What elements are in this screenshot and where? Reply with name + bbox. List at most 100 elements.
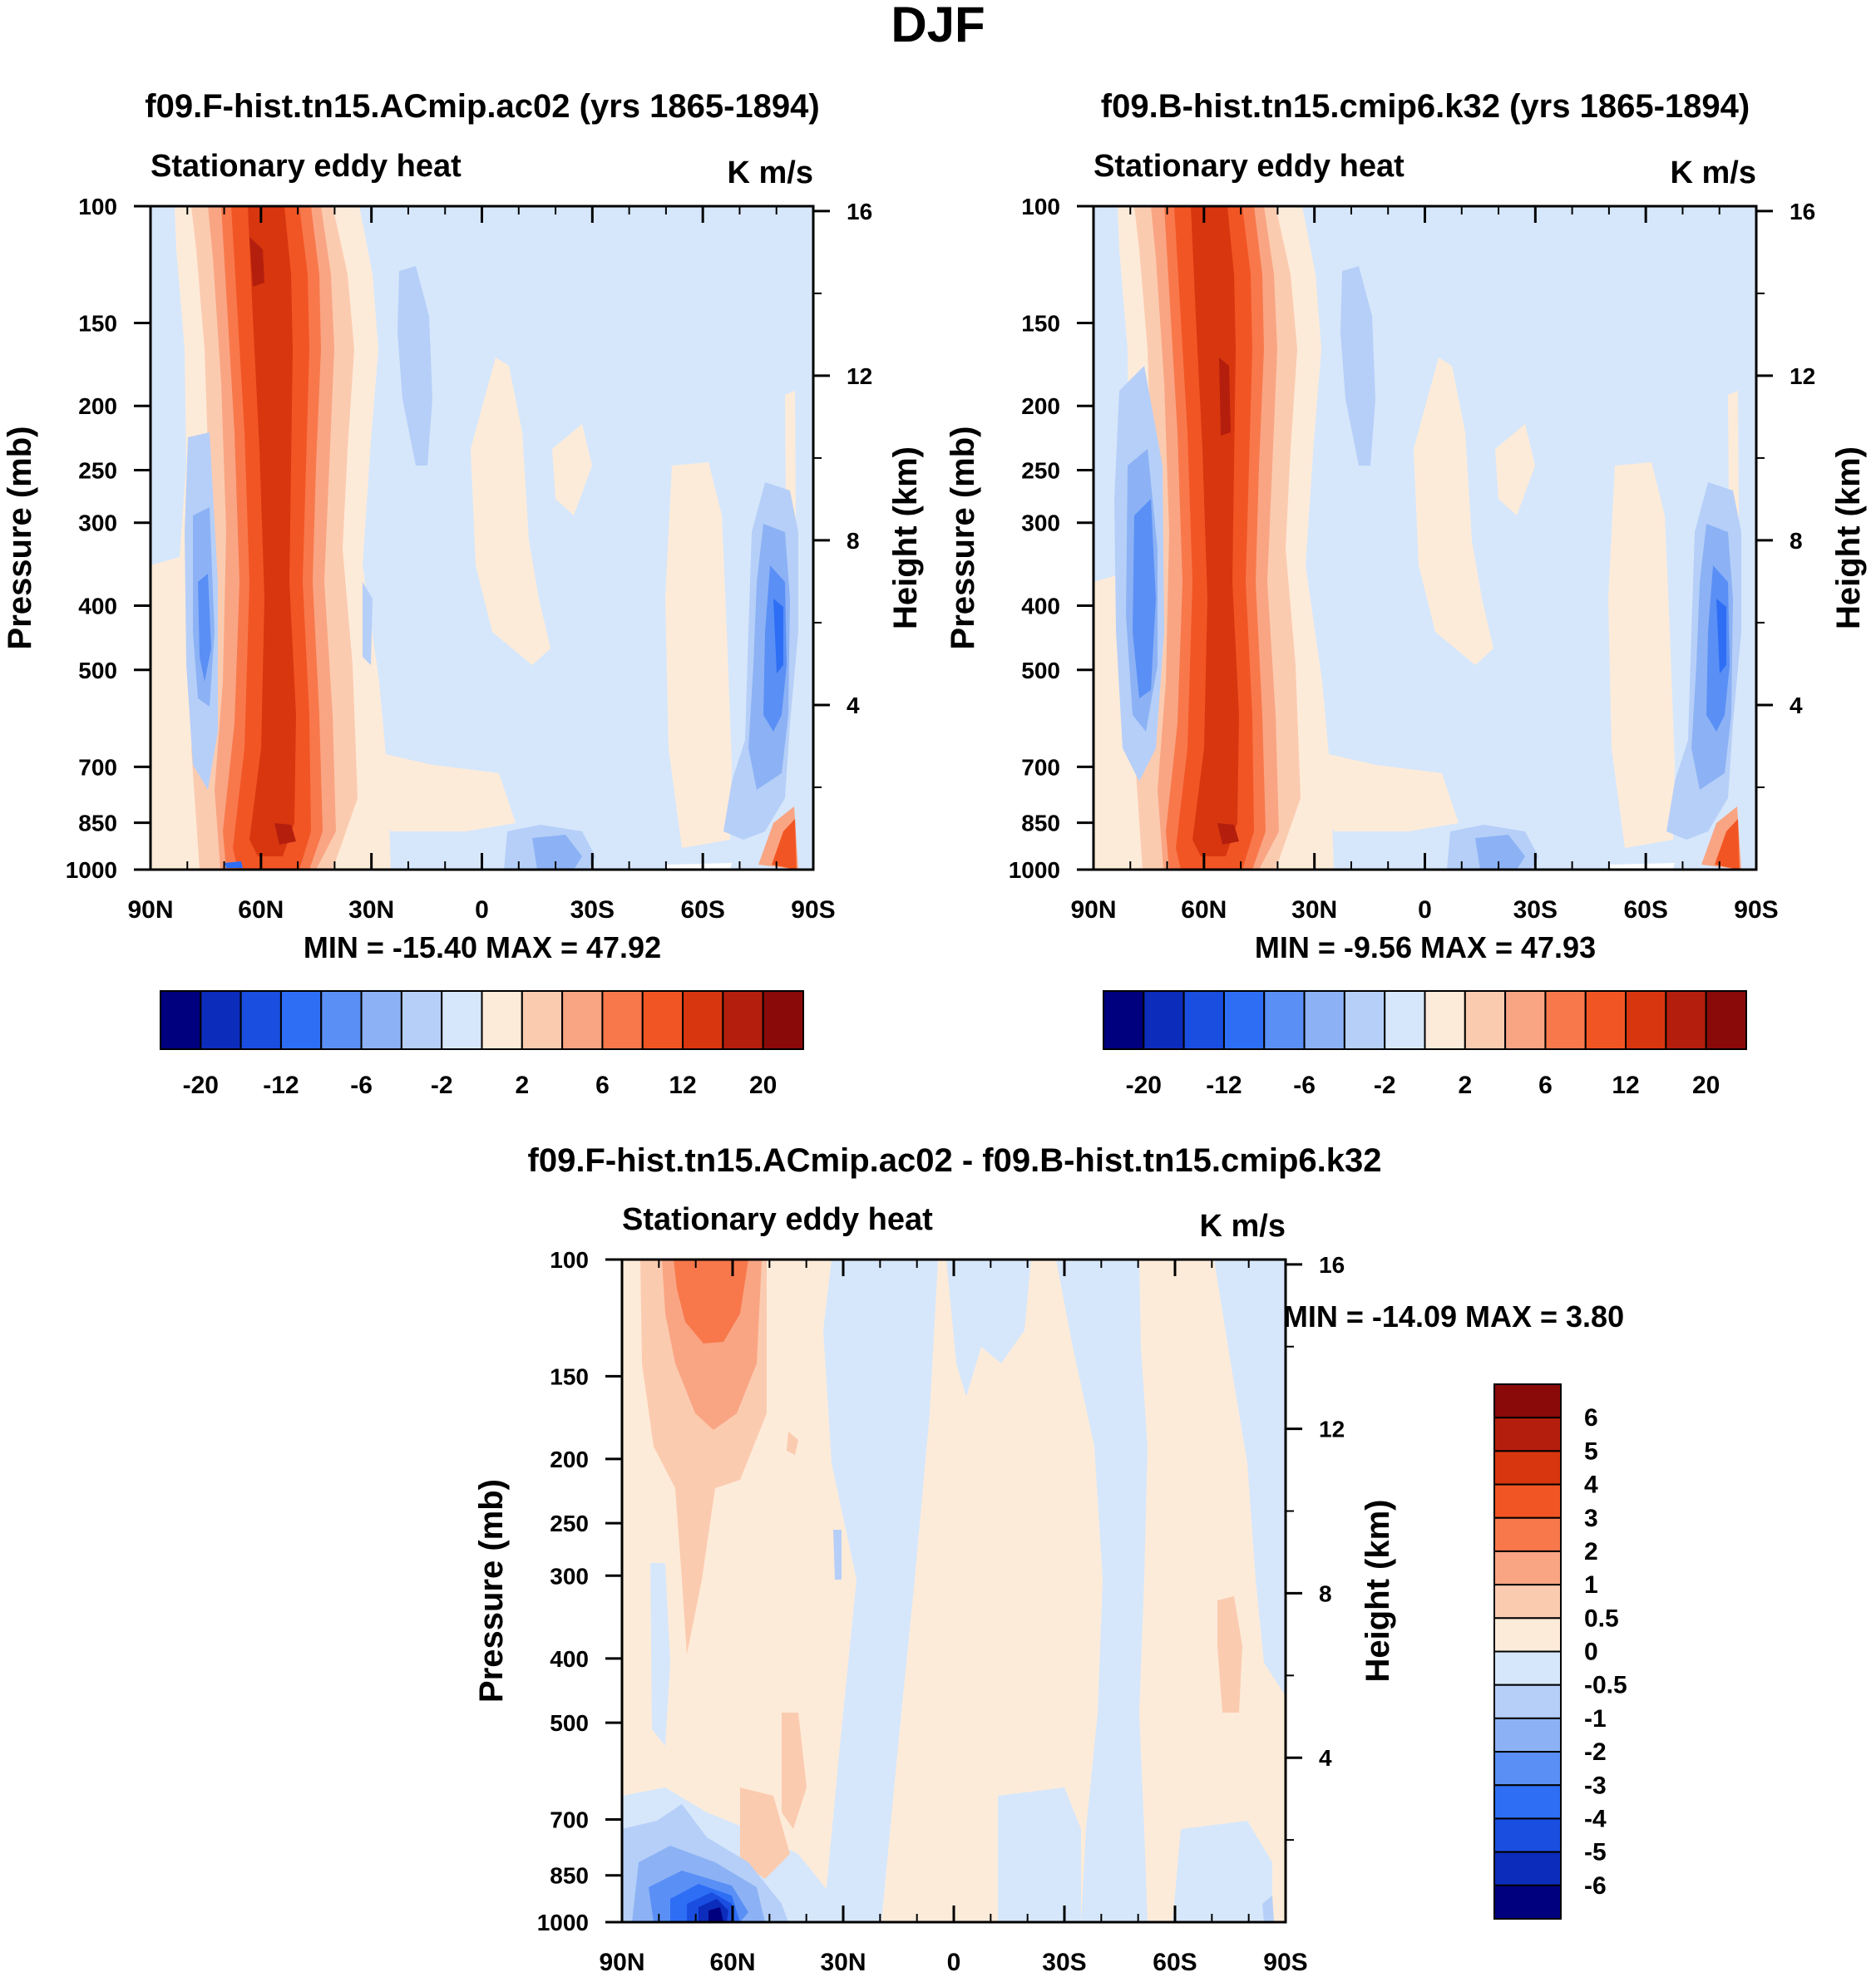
contour-field	[151, 206, 813, 870]
contour-patch	[248, 206, 296, 856]
subtitle-left: Stationary eddy heat	[622, 1202, 933, 1237]
contour-patch	[1219, 357, 1231, 436]
colorbar-swatch	[320, 990, 363, 1050]
panel-title: f09.F-hist.tn15.ACmip.ac02 (yrs 1865-189…	[145, 88, 819, 125]
colorbar-swatch	[1665, 990, 1707, 1050]
x-tick-label: 30N	[1291, 896, 1337, 924]
colorbar-swatch	[1303, 990, 1345, 1050]
y-tick-label: 1000	[66, 857, 117, 883]
colorbar-swatch	[1263, 990, 1306, 1050]
stats-label: MIN = -14.09 MAX = 3.80	[1283, 1299, 1624, 1334]
x-tick-label: 90S	[791, 896, 835, 924]
chart-panel-control: f09.F-hist.tn15.ACmip.ac02 (yrs 1865-189…	[2, 88, 924, 1099]
colorbar-swatch	[279, 990, 323, 1050]
axes-group: 90N 60N 30N 0 30S 60S 90S 100 150 200 250 300 400 500…	[945, 194, 1867, 924]
y-tick-label: 250	[78, 458, 117, 484]
x-tick-label: 30S	[1513, 896, 1558, 924]
x-tick-label: 60N	[1181, 896, 1227, 924]
y2-tick-label: 12	[1319, 1417, 1345, 1442]
y-tick-label: 300	[78, 510, 117, 536]
x-tick-label: 60N	[709, 1949, 755, 1976]
y-tick-label: 100	[1021, 194, 1060, 219]
contour-patch	[363, 582, 373, 665]
subtitle-left: Stationary eddy heat	[151, 149, 462, 184]
contour-patch	[1715, 819, 1740, 870]
colorbar-label: -4	[1584, 1805, 1607, 1832]
colorbar-swatch	[239, 990, 282, 1050]
y-tick-label: 200	[78, 393, 117, 419]
y2-tick-label: 16	[1790, 199, 1815, 224]
y-tick-label: 300	[550, 1563, 589, 1589]
y2-axis-label: Height (km)	[887, 446, 924, 629]
colorbar-swatch	[601, 990, 644, 1050]
units-label: K m/s	[728, 155, 813, 190]
colorbar-swatch	[1493, 1450, 1562, 1486]
contour-patch	[823, 1260, 938, 1922]
contour-patch	[397, 266, 432, 466]
contour-patch	[946, 1260, 1031, 1397]
colorbar-swatch	[641, 990, 684, 1050]
contour-patch	[1056, 1260, 1148, 1922]
colorbar-swatch	[481, 990, 523, 1050]
colorbar-label: 3	[1584, 1505, 1598, 1532]
contour-field	[622, 1260, 1286, 1922]
colorbar-swatch	[1384, 990, 1426, 1050]
colorbar-label: 0	[1584, 1639, 1598, 1666]
contour-patch	[1214, 1260, 1286, 1696]
panel-title: f09.B-hist.tn15.cmip6.k32 (yrs 1865-1894…	[1101, 88, 1750, 125]
colorbar-swatch	[1493, 1483, 1562, 1519]
colorbar-group: -20 -12 -6 -2 2 6 12 20	[160, 990, 804, 1099]
chart-panel-difference: f09.F-hist.tn15.ACmip.ac02 - f09.B-hist.…	[473, 1142, 1627, 1976]
y-tick-label: 100	[550, 1247, 589, 1273]
contour-patch	[833, 1530, 842, 1580]
x-tick-label: 30S	[570, 896, 615, 924]
contour-patch	[1133, 499, 1156, 698]
colorbar-swatch	[1705, 990, 1747, 1050]
colorbar-swatch	[1424, 990, 1466, 1050]
colorbar-swatch	[441, 990, 483, 1050]
y-tick-label: 400	[1021, 593, 1060, 619]
colorbar-label: 2	[1584, 1538, 1598, 1565]
colorbar-swatch	[682, 990, 724, 1050]
x-tick-label: 0	[1418, 896, 1432, 924]
colorbar-label: -1	[1584, 1705, 1607, 1733]
colorbar-swatch	[1493, 1784, 1562, 1820]
colorbar-swatch	[1222, 990, 1266, 1050]
x-tick-label: 30N	[820, 1949, 866, 1976]
contour-patch	[708, 1907, 723, 1922]
contour-patch	[1172, 1821, 1272, 1922]
colorbar-swatch	[1625, 990, 1667, 1050]
x-tick-label: 90N	[599, 1949, 644, 1976]
colorbar-swatch	[400, 990, 443, 1050]
colorbar-label: -2	[431, 1072, 453, 1099]
colorbar-swatch	[360, 990, 402, 1050]
contour-patch	[552, 424, 592, 515]
colorbar-swatch	[1493, 1884, 1562, 1920]
contour-patch	[1475, 835, 1525, 870]
contour-patch	[773, 599, 783, 673]
colorbar-swatch	[722, 990, 764, 1050]
y-tick-label: 150	[550, 1363, 589, 1389]
colorbar-label: 1	[1584, 1571, 1598, 1599]
contour-patch	[198, 574, 211, 682]
chart-panel-coupled: f09.B-hist.tn15.cmip6.k32 (yrs 1865-1894…	[945, 88, 1867, 1099]
colorbar-label: -0.5	[1584, 1672, 1627, 1699]
colorbar-label: 2	[1458, 1072, 1472, 1099]
colorbar-group: -20 -12 -6 -2 2 6 12 20	[1103, 990, 1747, 1099]
colorbar-label: 20	[1692, 1072, 1720, 1099]
contour-patch	[274, 823, 296, 845]
colorbar-swatch	[1584, 990, 1627, 1050]
colorbar-swatch	[1493, 1550, 1562, 1586]
x-tick-label: 60S	[680, 896, 724, 924]
colorbar-label: -6	[350, 1072, 373, 1099]
colorbar-swatch	[1493, 1617, 1562, 1653]
colorbar-swatch	[160, 990, 202, 1050]
x-tick-label: 30N	[348, 896, 394, 924]
colorbar-swatch	[1493, 1650, 1562, 1686]
axes-group: 90N 60N 30N 0 30S 60S 90S 100 150 200 250 300 400 500…	[2, 194, 924, 924]
units-label: K m/s	[1200, 1209, 1286, 1244]
y-tick-label: 500	[78, 658, 117, 683]
y2-tick-label: 12	[847, 363, 872, 389]
y2-tick-label: 8	[1790, 528, 1803, 554]
